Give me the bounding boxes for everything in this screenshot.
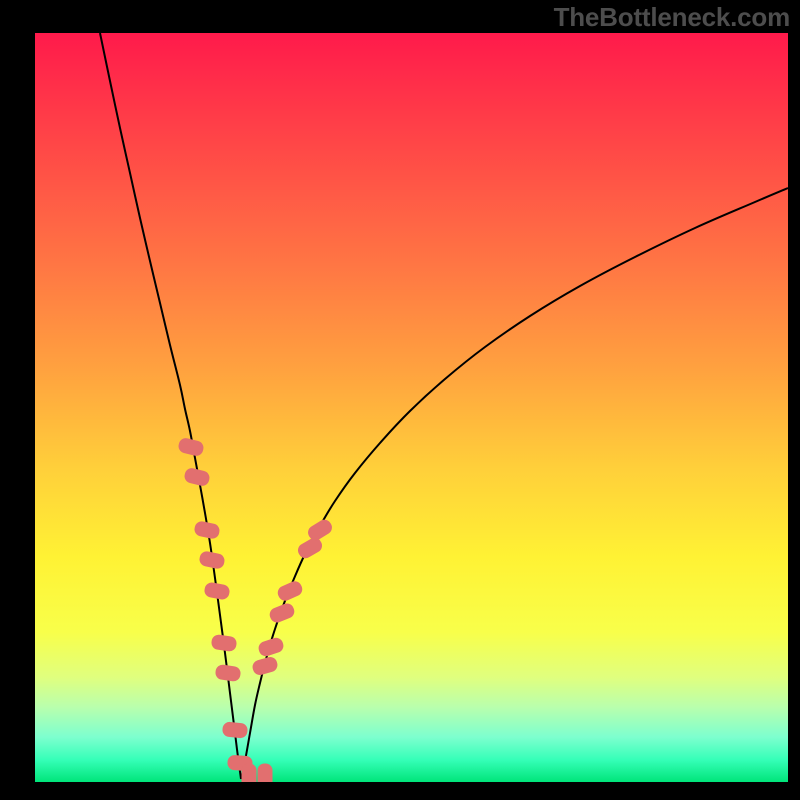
data-marker — [222, 721, 248, 739]
data-marker — [203, 581, 230, 600]
data-marker — [295, 535, 324, 560]
data-marker — [177, 437, 205, 458]
data-marker — [276, 579, 305, 603]
data-marker — [305, 517, 334, 543]
data-marker — [251, 655, 279, 676]
data-marker — [257, 636, 285, 658]
data-marker — [211, 634, 238, 652]
data-marker — [242, 764, 257, 783]
bottleneck-curve — [35, 33, 788, 782]
data-marker — [183, 467, 211, 488]
plot-area — [35, 33, 788, 782]
data-marker — [215, 664, 242, 682]
data-marker — [268, 601, 297, 624]
watermark-label: TheBottleneck.com — [554, 2, 790, 33]
data-marker — [193, 520, 221, 540]
chart-canvas: TheBottleneck.com — [0, 0, 800, 800]
curve-branch — [241, 188, 788, 779]
data-marker — [258, 764, 273, 783]
data-marker — [198, 550, 226, 570]
